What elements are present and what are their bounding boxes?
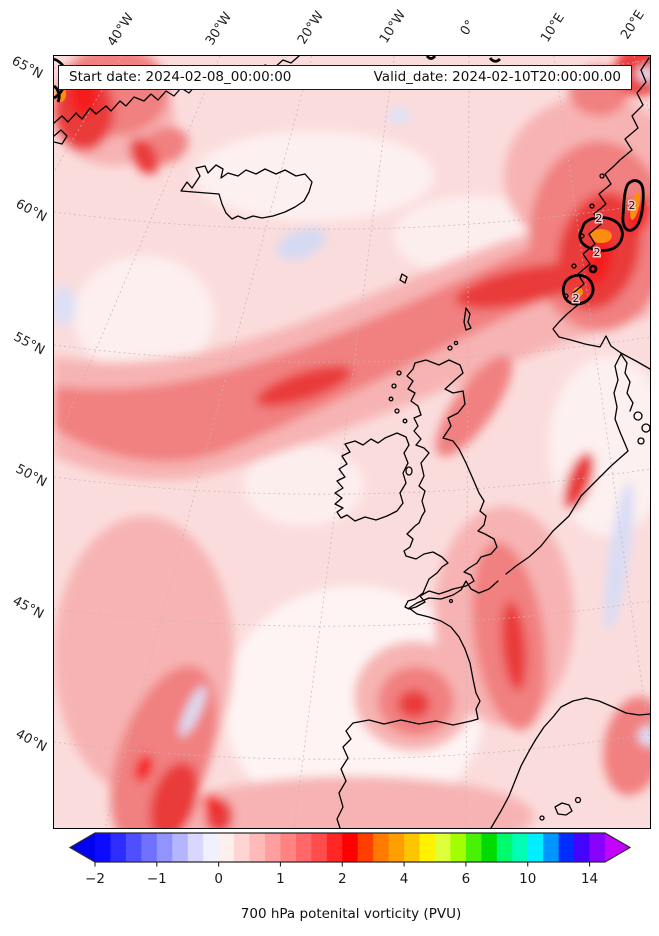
colorbar-segment: [280, 833, 297, 862]
colorbar: −2 −1 0 1 2 4 6 10 14: [68, 832, 632, 887]
colorbar-segment: [388, 833, 405, 862]
map-area: 2 2 2 2 Start date: 2024-02-08_00:00:00 …: [53, 55, 651, 829]
colorbar-segment: [527, 833, 544, 862]
colorbar-under-arrow: [70, 833, 95, 862]
colorbar-segment: [450, 833, 467, 862]
lat-label-45n: 45°N: [10, 593, 46, 623]
lon-label-0: 0°: [457, 17, 479, 39]
colorbar-tick-label: 2: [338, 871, 347, 887]
graticule: [54, 56, 650, 828]
colorbar-segment: [419, 833, 436, 862]
lat-label-50n: 50°N: [13, 461, 49, 491]
colorbar-segment: [574, 833, 591, 862]
colorbar-segment: [95, 833, 112, 862]
colorbar-over-arrow: [605, 833, 630, 862]
colorbar-tick-label: 1: [276, 871, 285, 887]
colorbar-segment: [311, 833, 328, 862]
colorbar-segment: [481, 833, 498, 862]
colorbar-segment: [218, 833, 235, 862]
colorbar-segment: [589, 833, 606, 862]
contour-label: 2: [596, 212, 603, 225]
contour-label: 2: [629, 199, 636, 212]
colorbar-tick-label: 0: [214, 871, 223, 887]
colorbar-segment: [234, 833, 251, 862]
lon-label-20w: 20°W: [294, 8, 328, 48]
valid-date-label: Valid_date: 2024-02-10T20:00:00.00: [373, 69, 621, 85]
colorbar-tick-label: 6: [462, 871, 471, 887]
colorbar-segment: [512, 833, 529, 862]
colorbar-segment: [203, 833, 220, 862]
colorbar-tick-label: 14: [581, 871, 598, 887]
lon-label-10e: 10°E: [538, 10, 568, 46]
colorbar-segment: [558, 833, 575, 862]
lon-label-20e: 20°E: [618, 7, 648, 43]
pv2-contour-labels: 2 2 2 2: [571, 198, 637, 307]
lon-label-10w: 10°W: [376, 7, 410, 47]
colorbar-tick-label: 4: [400, 871, 409, 887]
start-date-label: Start date: 2024-02-08_00:00:00: [69, 69, 292, 85]
lon-label-30w: 30°W: [202, 9, 236, 49]
lat-label-60n: 60°N: [13, 196, 49, 226]
colorbar-caption: 700 hPa potenital vorticity (PVU): [240, 906, 462, 922]
colorbar-tick-label: 10: [519, 871, 536, 887]
colorbar-segment: [295, 833, 312, 862]
colorbar-tick-label: −1: [147, 871, 167, 887]
colorbar-segment: [342, 833, 359, 862]
colorbar-segment: [357, 833, 374, 862]
pv-shading: [54, 56, 650, 828]
colorbar-segment: [465, 833, 482, 862]
colorbar-segment: [187, 833, 204, 862]
contour-label: 2: [573, 292, 580, 305]
colorbar-segment: [110, 833, 127, 862]
colorbar-segment: [404, 833, 421, 862]
lat-label-65n: 65°N: [9, 53, 45, 83]
colorbar-segment: [156, 833, 173, 862]
colorbar-segment: [265, 833, 282, 862]
pv-field-map: 2 2 2 2: [54, 56, 650, 828]
lat-label-40n: 40°N: [13, 726, 49, 756]
lat-label-55n: 55°N: [11, 329, 47, 359]
contour-label: 2: [594, 246, 601, 259]
colorbar-segment: [125, 833, 142, 862]
colorbar-segment: [326, 833, 343, 862]
lon-label-40w: 40°W: [104, 10, 138, 50]
colorbar-segment: [435, 833, 452, 862]
date-annotation-box: Start date: 2024-02-08_00:00:00 Valid_da…: [58, 65, 632, 90]
colorbar-tick-label: −2: [85, 871, 105, 887]
colorbar-segment: [543, 833, 560, 862]
colorbar-segment: [172, 833, 189, 862]
colorbar-segment: [141, 833, 158, 862]
colorbar-segment: [373, 833, 390, 862]
colorbar-segment: [249, 833, 266, 862]
colorbar-segment: [496, 833, 513, 862]
